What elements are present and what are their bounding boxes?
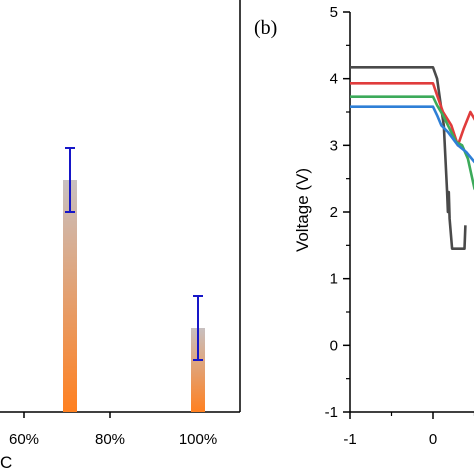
- panel-b-x-tick-label: -1: [343, 431, 356, 448]
- panel-b-x-tick-label: 0: [429, 431, 437, 448]
- panel-b-y-tick-label: 5: [330, 4, 338, 21]
- panel-b-y-tick-label: 3: [330, 137, 338, 154]
- panel-a-x-tick-label: 100%: [179, 431, 217, 448]
- panel-a-x-tick-label: 80%: [95, 431, 125, 448]
- panel-b-y-tick-label: 2: [330, 204, 338, 221]
- panel-a-x-axis-title: C: [0, 453, 12, 472]
- panel-b-series-line-3: [350, 95, 474, 191]
- panel-b-series-line-4: [350, 105, 474, 164]
- panel-b: (b) Voltage (V) 5 4 3 2 1 0 -1 -1 0: [254, 4, 474, 448]
- panel-a: 60% 80% 100% C: [0, 0, 241, 472]
- panel-b-y-axis-title: Voltage (V): [293, 168, 312, 252]
- panel-a-x-tick-label: 60%: [9, 431, 39, 448]
- panel-a-error-bar: [65, 147, 75, 213]
- panel-a-bar: [63, 180, 77, 412]
- panel-b-label: (b): [254, 17, 277, 39]
- panel-b-y-tick-label: 1: [330, 271, 338, 288]
- panel-b-y-tick-label: 4: [330, 71, 338, 88]
- panel-b-series-line-2: [350, 82, 474, 147]
- panel-a-bar: [191, 328, 205, 412]
- panel-b-series-line-1: [350, 66, 467, 250]
- panel-b-y-tick-label: -1: [325, 404, 338, 421]
- panel-a-error-bar: [193, 295, 203, 361]
- panel-b-y-tick-label: 0: [330, 337, 338, 354]
